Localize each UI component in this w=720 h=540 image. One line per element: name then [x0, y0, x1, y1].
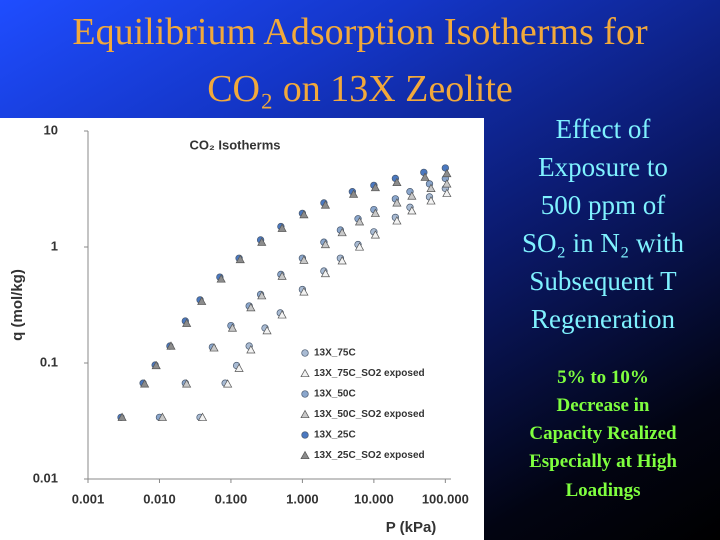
data-point: [227, 323, 238, 332]
data-point: [320, 200, 331, 209]
data-point: [442, 168, 452, 178]
data-point: [166, 341, 176, 350]
legend-label: 13X_25C: [314, 430, 356, 441]
x-axis-label: P (kPa): [386, 519, 437, 536]
x-tick-label: 0.001: [72, 491, 105, 506]
legend-marker: [300, 450, 310, 460]
data-point: [354, 217, 365, 226]
data-point: [370, 208, 380, 217]
legend-label: 13X_50C: [314, 389, 356, 400]
data-point: [182, 379, 192, 388]
data-point: [277, 223, 287, 232]
legend-marker: [301, 431, 309, 439]
data-point: [223, 379, 233, 388]
data-point: [277, 271, 287, 280]
data-point: [157, 412, 168, 421]
x-tick-label: 100.000: [422, 491, 469, 506]
highlight-text: Especially at High: [529, 451, 677, 472]
data-point: [246, 345, 256, 354]
chart-title: CO₂ Isotherms: [189, 137, 280, 152]
x-tick-label: 0.010: [143, 491, 176, 506]
data-point: [299, 287, 309, 296]
y-tick-label: 1: [51, 238, 58, 253]
y-axis-label: q (mol/kg): [9, 269, 26, 341]
data-point: [407, 206, 417, 215]
data-point: [182, 318, 192, 327]
legend-label: 13X_25C_SO2 exposed: [314, 450, 425, 461]
data-point: [442, 179, 452, 188]
chart-background: [0, 118, 484, 540]
data-point: [392, 216, 402, 225]
data-point: [337, 256, 347, 265]
data-point: [257, 291, 267, 300]
side-text: Regeneration: [531, 304, 675, 334]
highlight-text: Loadings: [565, 480, 641, 501]
data-point: [151, 360, 161, 370]
legend-label: 13X_50C_SO2 exposed: [314, 409, 425, 420]
legend-marker: [300, 409, 310, 419]
data-point: [197, 412, 208, 421]
data-point: [209, 343, 219, 352]
data-point: [320, 239, 331, 249]
data-point: [337, 227, 347, 237]
data-point: [392, 177, 402, 187]
data-point: [392, 198, 402, 207]
side-text: SO₂ in N₂ with: [521, 228, 685, 258]
y-tick-label: 10: [44, 122, 58, 137]
data-point: [246, 302, 256, 312]
legend-marker: [301, 390, 309, 398]
data-point: [140, 379, 150, 388]
slide-title: Equilibrium Adsorption Isotherms for: [72, 11, 648, 53]
highlight-text: 5% to 10%: [557, 367, 649, 388]
legend-label: 13X_75C: [314, 348, 356, 359]
y-tick-label: 0.1: [40, 354, 58, 369]
x-tick-label: 0.100: [215, 491, 248, 506]
data-point: [354, 242, 365, 251]
x-tick-label: 10.000: [354, 491, 394, 506]
data-point: [216, 274, 226, 283]
highlight-text: Decrease in: [556, 395, 650, 416]
legend-label: 13X_75C_SO2 exposed: [314, 368, 425, 379]
data-point: [426, 196, 436, 205]
side-text: 500 ppm of: [540, 190, 666, 220]
slide-title: CO₂ on 13X Zeolite: [207, 68, 513, 110]
data-point: [235, 254, 245, 264]
data-point: [370, 230, 380, 239]
data-point: [420, 172, 430, 181]
data-point: [299, 255, 309, 264]
data-point: [117, 412, 127, 421]
y-tick-label: 0.01: [33, 470, 58, 485]
data-point: [262, 325, 272, 335]
x-tick-label: 1.000: [286, 491, 319, 506]
legend-marker: [300, 368, 310, 378]
side-text: Effect of: [555, 114, 651, 144]
highlight-text: Capacity Realized: [529, 423, 677, 444]
data-point: [299, 209, 309, 219]
data-point: [442, 188, 452, 197]
data-point: [257, 237, 267, 246]
data-point: [320, 268, 331, 278]
side-text: Exposure to: [538, 152, 668, 182]
data-point: [370, 182, 380, 192]
data-point: [234, 363, 244, 372]
legend-marker: [301, 349, 309, 357]
data-point: [197, 296, 207, 305]
data-point: [348, 189, 359, 198]
data-point: [277, 310, 287, 319]
data-point: [426, 183, 436, 192]
data-point: [407, 191, 417, 200]
side-text: Subsequent T: [529, 266, 677, 296]
chart: CO₂ Isotherms P (kPa) q (mol/kg) 0.01 0.1…: [0, 118, 484, 540]
